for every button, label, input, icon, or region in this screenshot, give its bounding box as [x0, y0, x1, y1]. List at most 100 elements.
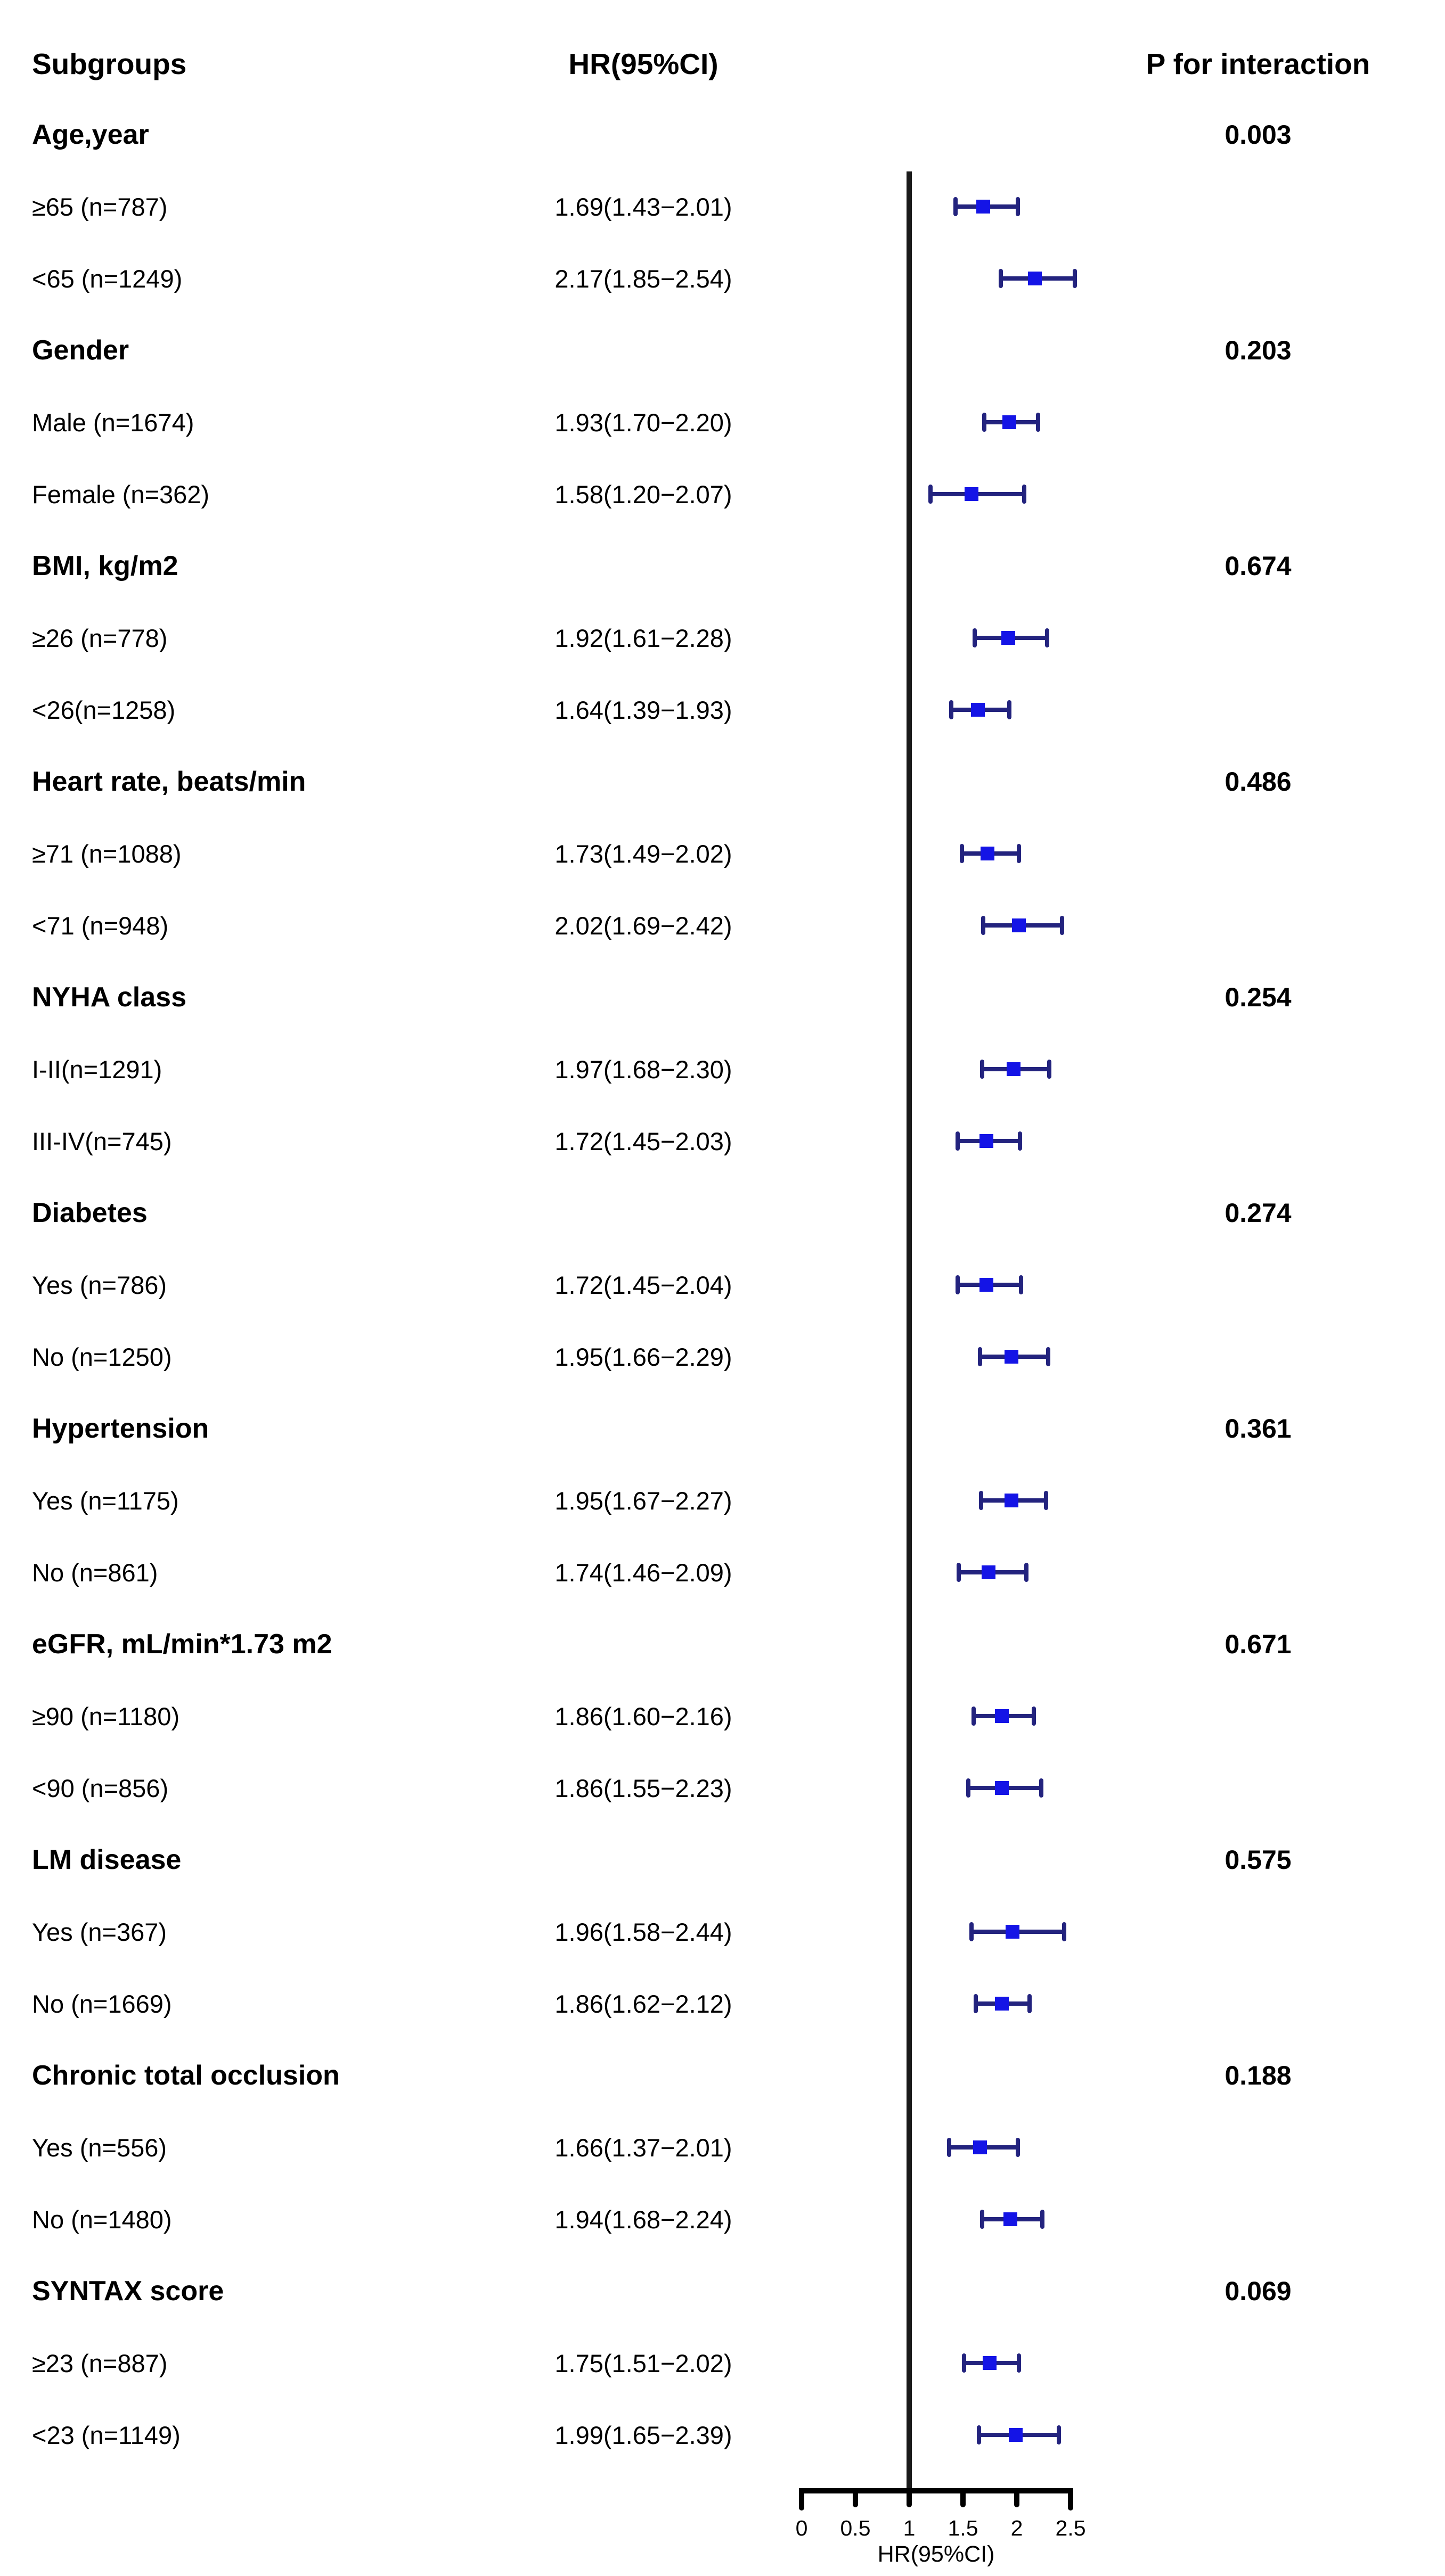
subgroup-row: No (n=861) 1.74(1.46−2.09)	[0, 1537, 1445, 1609]
hr-square	[979, 1278, 994, 1292]
ci-marker	[966, 1778, 1044, 1798]
ci-marker	[946, 2138, 1020, 2157]
ci-cap-left	[980, 2210, 985, 2229]
ci-cap-left	[977, 2425, 982, 2444]
subgroup-label: Female (n=362)	[32, 480, 210, 508]
group-label: eGFR, mL/min*1.73 m2	[32, 1628, 332, 1660]
group-label: Chronic total occlusion	[32, 2060, 340, 2091]
ci-cap-right	[1039, 1778, 1044, 1798]
p-value: 0.671	[1224, 1629, 1292, 1659]
ci-marker	[962, 2353, 1022, 2373]
group-row: LM disease 0.575	[0, 1824, 1445, 1896]
subgroup-row: ≥26 (n=778) 1.92(1.61−2.28)	[0, 602, 1445, 674]
subgroup-label: ≥26 (n=778)	[32, 624, 168, 652]
ci-cap-right	[1022, 485, 1027, 504]
subgroup-label: ≥71 (n=1088)	[32, 839, 182, 868]
group-label: BMI, kg/m2	[32, 550, 178, 581]
column-header-subgroups: Subgroups	[32, 47, 187, 80]
hr-square	[1003, 2212, 1017, 2226]
ci-marker	[953, 197, 1021, 216]
group-row: Hypertension 0.361	[0, 1393, 1445, 1465]
ci-cap-left	[981, 916, 986, 935]
hr-square	[979, 1134, 994, 1148]
hr-ci-text: 1.94(1.68−2.24)	[554, 2205, 732, 2234]
hr-square	[1008, 2428, 1023, 2442]
hr-square	[994, 1709, 1009, 1723]
axis-tick	[1068, 2488, 1073, 2511]
hr-square	[1004, 1494, 1018, 1507]
hr-ci-text: 1.86(1.60−2.16)	[554, 1702, 732, 1730]
p-value: 0.203	[1224, 335, 1292, 365]
subgroup-row: I-II(n=1291) 1.97(1.68−2.30)	[0, 1033, 1445, 1105]
axis-tick-label: 1.5	[948, 2516, 978, 2540]
group-label: NYHA class	[32, 981, 186, 1013]
hr-ci-text: 1.97(1.68−2.30)	[554, 1055, 732, 1084]
hr-ci-text: 2.02(1.69−2.42)	[554, 911, 732, 940]
ci-marker	[969, 1922, 1066, 1941]
subgroup-row: Yes (n=1175) 1.95(1.67−2.27)	[0, 1465, 1445, 1537]
subgroup-row: <71 (n=948) 2.02(1.69−2.42)	[0, 890, 1445, 962]
hr-ci-text: 1.92(1.61−2.28)	[554, 624, 732, 652]
ci-cap-left	[949, 700, 953, 719]
hr-ci-text: 1.86(1.55−2.23)	[554, 1774, 732, 1802]
p-value: 0.003	[1224, 119, 1292, 150]
hr-ci-text: 1.69(1.43−2.01)	[554, 192, 732, 221]
p-value: 0.069	[1224, 2276, 1292, 2306]
ci-marker	[959, 844, 1022, 863]
group-label: Hypertension	[32, 1413, 209, 1444]
ci-cap-right	[1073, 269, 1077, 288]
hr-square	[994, 1997, 1009, 2011]
subgroup-row: ≥71 (n=1088) 1.73(1.49−2.02)	[0, 818, 1445, 890]
ci-marker	[998, 269, 1077, 288]
ci-cap-right	[1062, 1922, 1066, 1941]
ci-cap-right	[1040, 2210, 1045, 2229]
ci-marker	[955, 1275, 1024, 1294]
subgroup-label: III-IV(n=745)	[32, 1127, 172, 1155]
ci-marker	[980, 1060, 1051, 1079]
ci-cap-right	[1024, 1563, 1029, 1582]
ci-cap-left	[955, 1131, 960, 1151]
subgroup-label: ≥23 (n=887)	[32, 2349, 168, 2377]
p-value: 0.361	[1224, 1413, 1292, 1443]
ci-marker	[977, 2425, 1061, 2444]
group-row: NYHA class 0.254	[0, 962, 1445, 1033]
ci-cap-left	[974, 1994, 978, 2013]
ci-cap-left	[962, 2353, 967, 2373]
ci-cap-right	[1046, 1347, 1050, 1366]
group-label: SYNTAX score	[32, 2275, 224, 2307]
group-row: Age,year 0.003	[0, 99, 1445, 171]
ci-cap-right	[1018, 1131, 1023, 1151]
ci-cap-left	[982, 413, 987, 432]
ci-marker	[955, 1131, 1023, 1151]
hr-ci-text: 1.66(1.37−2.01)	[554, 2133, 732, 2162]
ci-marker	[928, 485, 1027, 504]
ci-cap-right	[1016, 2138, 1020, 2157]
subgroup-label: ≥90 (n=1180)	[32, 1702, 180, 1730]
hr-square	[1006, 1062, 1021, 1076]
ci-cap-left	[980, 1060, 985, 1079]
hr-ci-text: 1.95(1.67−2.27)	[554, 1486, 732, 1515]
ci-cap-left	[998, 269, 1003, 288]
subgroup-row: No (n=1250) 1.95(1.66−2.29)	[0, 1321, 1445, 1393]
hr-ci-text: 1.58(1.20−2.07)	[554, 480, 732, 508]
ci-cap-left	[972, 1707, 976, 1726]
group-label: Heart rate, beats/min	[32, 766, 306, 797]
ci-cap-right	[1032, 1707, 1036, 1726]
ci-cap-left	[973, 628, 977, 647]
ci-marker	[973, 628, 1049, 647]
subgroup-row: Yes (n=367) 1.96(1.58−2.44)	[0, 1896, 1445, 1968]
subgroup-row: No (n=1480) 1.94(1.68−2.24)	[0, 2184, 1445, 2255]
hr-ci-text: 1.96(1.58−2.44)	[554, 1917, 732, 1946]
ci-cap-left	[955, 1275, 960, 1294]
axis-tick-label: 1	[903, 2516, 916, 2540]
ci-cap-left	[956, 1563, 961, 1582]
subgroup-row: Female (n=362) 1.58(1.20−2.07)	[0, 458, 1445, 530]
subgroup-label: Yes (n=367)	[32, 1917, 167, 1946]
hr-ci-text: 1.72(1.45−2.03)	[554, 1127, 732, 1155]
subgroup-row: III-IV(n=745) 1.72(1.45−2.03)	[0, 1105, 1445, 1177]
subgroup-label: <23 (n=1149)	[32, 2421, 181, 2449]
hr-ci-text: 1.95(1.66−2.29)	[554, 1342, 732, 1371]
group-row: Diabetes 0.274	[0, 1177, 1445, 1249]
subgroup-label: Yes (n=786)	[32, 1270, 167, 1299]
